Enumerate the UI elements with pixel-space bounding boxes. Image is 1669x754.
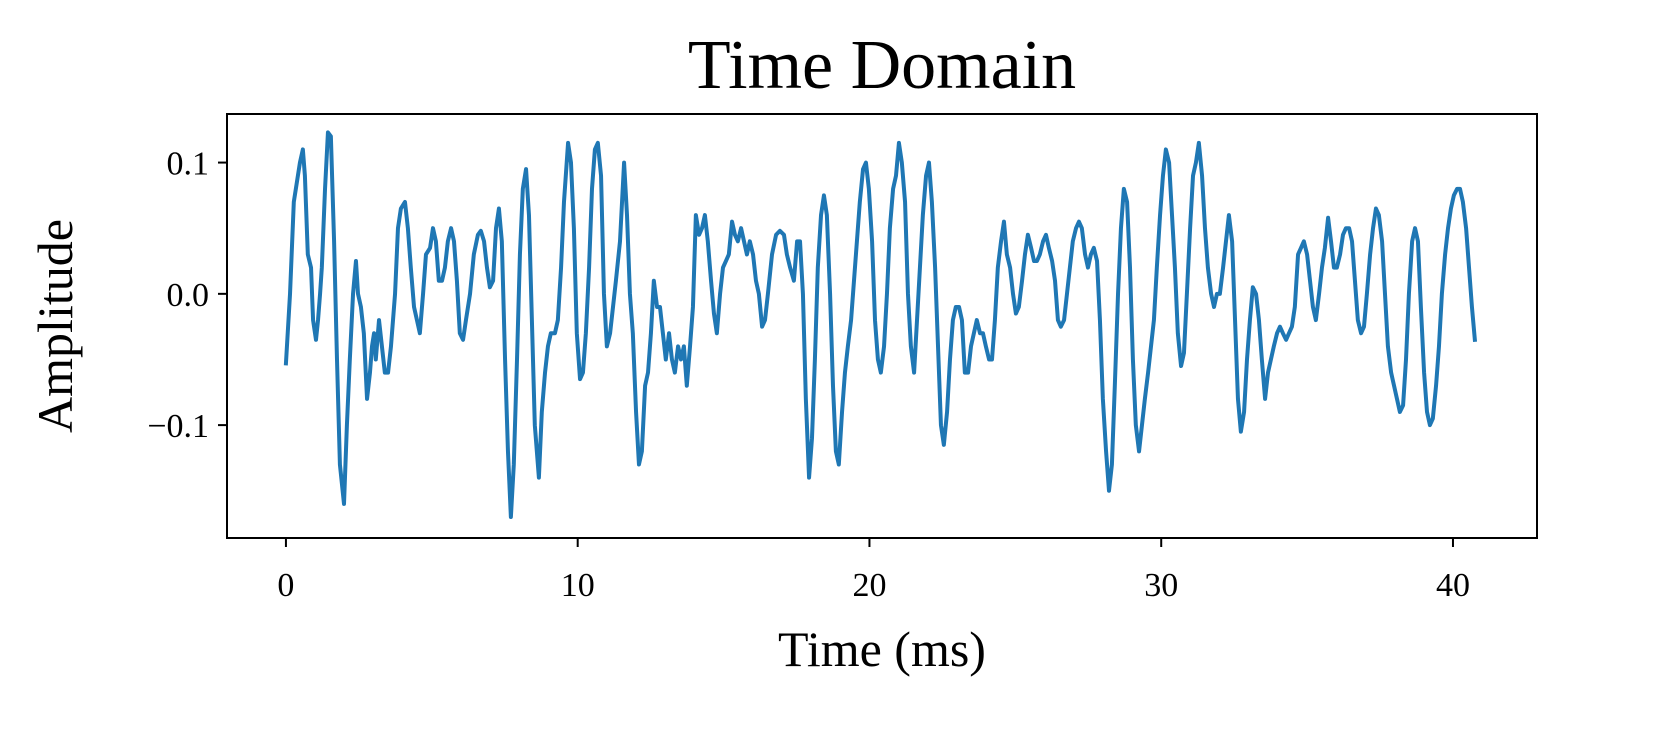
x-tick-label: 30 bbox=[1144, 567, 1178, 604]
signal-line bbox=[283, 130, 1478, 519]
chart-title: Time Domain bbox=[688, 27, 1076, 104]
x-tick-label: 10 bbox=[561, 567, 595, 604]
x-tick-label: 0 bbox=[277, 567, 294, 604]
y-axis-label: Amplitude bbox=[27, 219, 83, 433]
x-tick-label: 40 bbox=[1436, 567, 1470, 604]
y-tick-label: 0.1 bbox=[167, 146, 210, 183]
y-tick-label: 0.0 bbox=[167, 277, 210, 314]
x-axis-label: Time (ms) bbox=[778, 621, 986, 677]
x-tick-label: 20 bbox=[852, 567, 886, 604]
plot-frame bbox=[226, 113, 1538, 539]
y-tick-label: −0.1 bbox=[147, 408, 209, 445]
